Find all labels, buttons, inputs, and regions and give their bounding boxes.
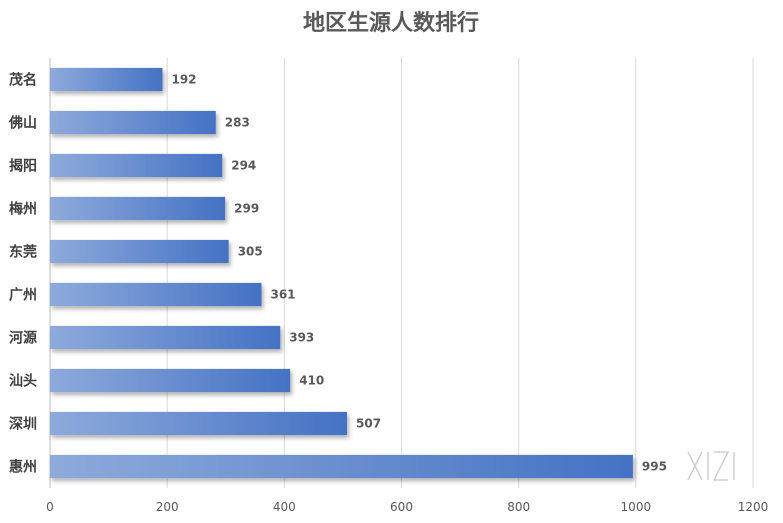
data-label: 283 bbox=[225, 116, 250, 130]
x-tick-label: 400 bbox=[273, 500, 296, 514]
x-tick-label: 200 bbox=[156, 500, 179, 514]
x-tick-label: 1000 bbox=[621, 500, 652, 514]
category-label: 汕头 bbox=[9, 373, 37, 390]
data-label: 305 bbox=[238, 245, 263, 259]
x-tick-labels: 0 200 400 600 800 1000 1200 bbox=[46, 500, 768, 514]
category-label: 茂名 bbox=[9, 72, 37, 89]
category-label: 惠州 bbox=[9, 459, 37, 476]
bar bbox=[50, 454, 633, 479]
data-label: 192 bbox=[171, 73, 196, 87]
watermark-logo bbox=[687, 451, 735, 481]
chart-title: 地区生源人数排行 bbox=[303, 10, 479, 36]
category-label: 东莞 bbox=[9, 244, 37, 261]
bar bbox=[50, 196, 226, 221]
category-label: 佛山 bbox=[8, 115, 37, 132]
bar bbox=[50, 411, 348, 436]
data-label: 299 bbox=[234, 202, 259, 216]
bar bbox=[50, 67, 163, 92]
category-label: 广州 bbox=[9, 287, 37, 304]
category-label: 深圳 bbox=[9, 416, 37, 433]
data-label: 410 bbox=[299, 374, 324, 388]
bar bbox=[50, 282, 262, 307]
category-label: 河源 bbox=[9, 330, 37, 347]
data-label: 294 bbox=[231, 159, 256, 173]
x-tick-label: 800 bbox=[507, 500, 530, 514]
category-label: 梅州 bbox=[9, 201, 37, 218]
bar bbox=[50, 325, 281, 350]
data-label: 507 bbox=[356, 417, 381, 431]
data-label: 393 bbox=[289, 331, 314, 345]
x-tick-label: 0 bbox=[46, 500, 54, 514]
data-label: 361 bbox=[270, 288, 295, 302]
bar bbox=[50, 368, 291, 393]
bar bbox=[50, 239, 229, 264]
x-tick-label: 1200 bbox=[738, 500, 769, 514]
x-tick-label: 600 bbox=[390, 500, 413, 514]
data-labels: 192 283 294 299 305 361 393 410 507 995 bbox=[171, 73, 666, 474]
data-label: 995 bbox=[642, 460, 667, 474]
bars bbox=[50, 67, 633, 479]
bar bbox=[50, 153, 223, 178]
category-label: 揭阳 bbox=[9, 158, 37, 175]
bar bbox=[50, 110, 216, 135]
